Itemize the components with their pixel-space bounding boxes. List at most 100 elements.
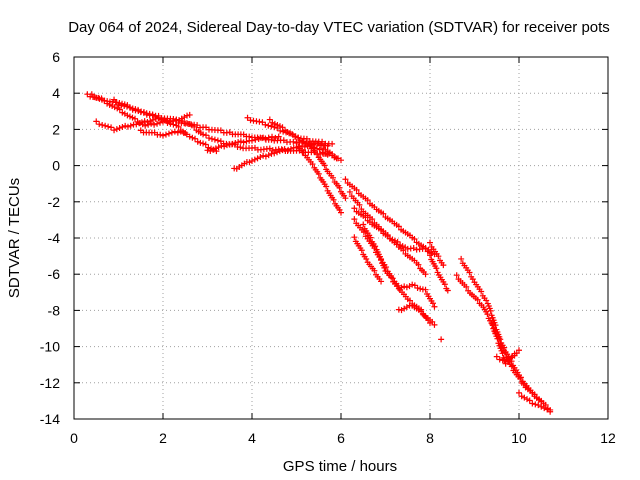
data-point — [351, 216, 358, 223]
data-point — [207, 148, 214, 155]
data-point — [474, 296, 481, 303]
data-point — [388, 274, 395, 281]
data-point — [168, 129, 175, 136]
data-point — [165, 130, 172, 137]
data-point — [311, 144, 318, 151]
data-point — [440, 262, 447, 269]
data-point — [243, 138, 250, 145]
data-point — [279, 124, 286, 131]
x-tick-label: 0 — [70, 430, 78, 446]
data-point — [364, 197, 371, 204]
x-tick-label: 10 — [511, 430, 527, 446]
data-point — [122, 122, 129, 129]
data-point — [529, 400, 536, 407]
data-point — [492, 322, 499, 329]
data-point — [321, 150, 328, 157]
data-point — [146, 110, 153, 117]
data-point — [414, 285, 421, 292]
data-point — [351, 205, 358, 212]
data-point — [229, 140, 236, 147]
data-point — [272, 134, 279, 141]
data-point — [403, 284, 410, 291]
data-point — [463, 283, 470, 290]
data-point — [466, 269, 473, 276]
data-point — [144, 119, 151, 126]
data-point — [102, 122, 109, 129]
data-point — [319, 138, 326, 145]
data-point — [418, 308, 425, 315]
data-point — [121, 101, 128, 108]
data-point — [342, 176, 349, 183]
data-point — [499, 350, 506, 357]
data-point — [300, 149, 307, 156]
data-point — [367, 234, 374, 241]
series-pass-19 — [427, 239, 447, 269]
data-point — [358, 247, 365, 254]
data-point — [268, 123, 275, 130]
data-point — [493, 353, 500, 360]
data-point — [249, 157, 255, 164]
data-point — [324, 151, 331, 158]
data-point — [372, 243, 379, 250]
series-pass-14 — [351, 205, 438, 258]
data-point — [237, 144, 244, 151]
data-point — [255, 135, 262, 142]
data-point — [398, 284, 405, 291]
data-point — [381, 264, 388, 271]
data-point — [232, 139, 239, 146]
y-tick-label: -12 — [40, 375, 60, 391]
data-point — [363, 255, 370, 262]
data-point — [152, 114, 159, 121]
data-point — [411, 236, 418, 243]
data-point — [319, 149, 326, 156]
data-point — [137, 109, 144, 116]
data-point — [287, 145, 294, 152]
data-point — [189, 134, 196, 141]
data-point — [205, 135, 212, 142]
series-pass-23 — [458, 255, 545, 404]
data-point — [184, 112, 191, 119]
data-point — [338, 157, 344, 164]
y-tick-label: -2 — [48, 194, 61, 210]
data-point — [422, 286, 429, 293]
data-point — [200, 131, 207, 138]
data-point — [157, 119, 164, 126]
data-point — [441, 281, 448, 288]
series-pass-12 — [342, 176, 433, 256]
data-point — [93, 118, 100, 125]
data-point — [303, 139, 310, 146]
data-point — [494, 335, 501, 342]
data-point — [313, 145, 320, 152]
data-point — [145, 121, 152, 128]
data-point — [202, 141, 209, 148]
data-point — [127, 122, 134, 129]
data-point — [395, 223, 402, 230]
data-point — [378, 278, 385, 285]
data-point — [435, 253, 442, 260]
data-point — [353, 186, 360, 193]
data-point — [271, 124, 278, 131]
data-point — [409, 281, 416, 288]
data-point — [542, 401, 549, 408]
data-point — [119, 100, 126, 107]
data-point — [427, 252, 433, 259]
data-point — [160, 132, 166, 139]
series-pass-21 — [438, 336, 445, 343]
data-point — [395, 285, 402, 292]
data-point — [444, 287, 451, 294]
data-point — [111, 127, 118, 134]
data-point — [158, 115, 165, 122]
data-point — [105, 123, 112, 130]
data-point — [301, 143, 308, 150]
y-tick-label: 6 — [52, 49, 60, 65]
data-point — [257, 154, 264, 161]
data-point — [330, 196, 337, 203]
y-tick-label: -4 — [48, 230, 61, 246]
data-point — [342, 195, 349, 202]
data-point — [116, 106, 123, 113]
data-point — [516, 347, 522, 354]
data-point — [208, 135, 215, 142]
data-point — [140, 109, 147, 116]
